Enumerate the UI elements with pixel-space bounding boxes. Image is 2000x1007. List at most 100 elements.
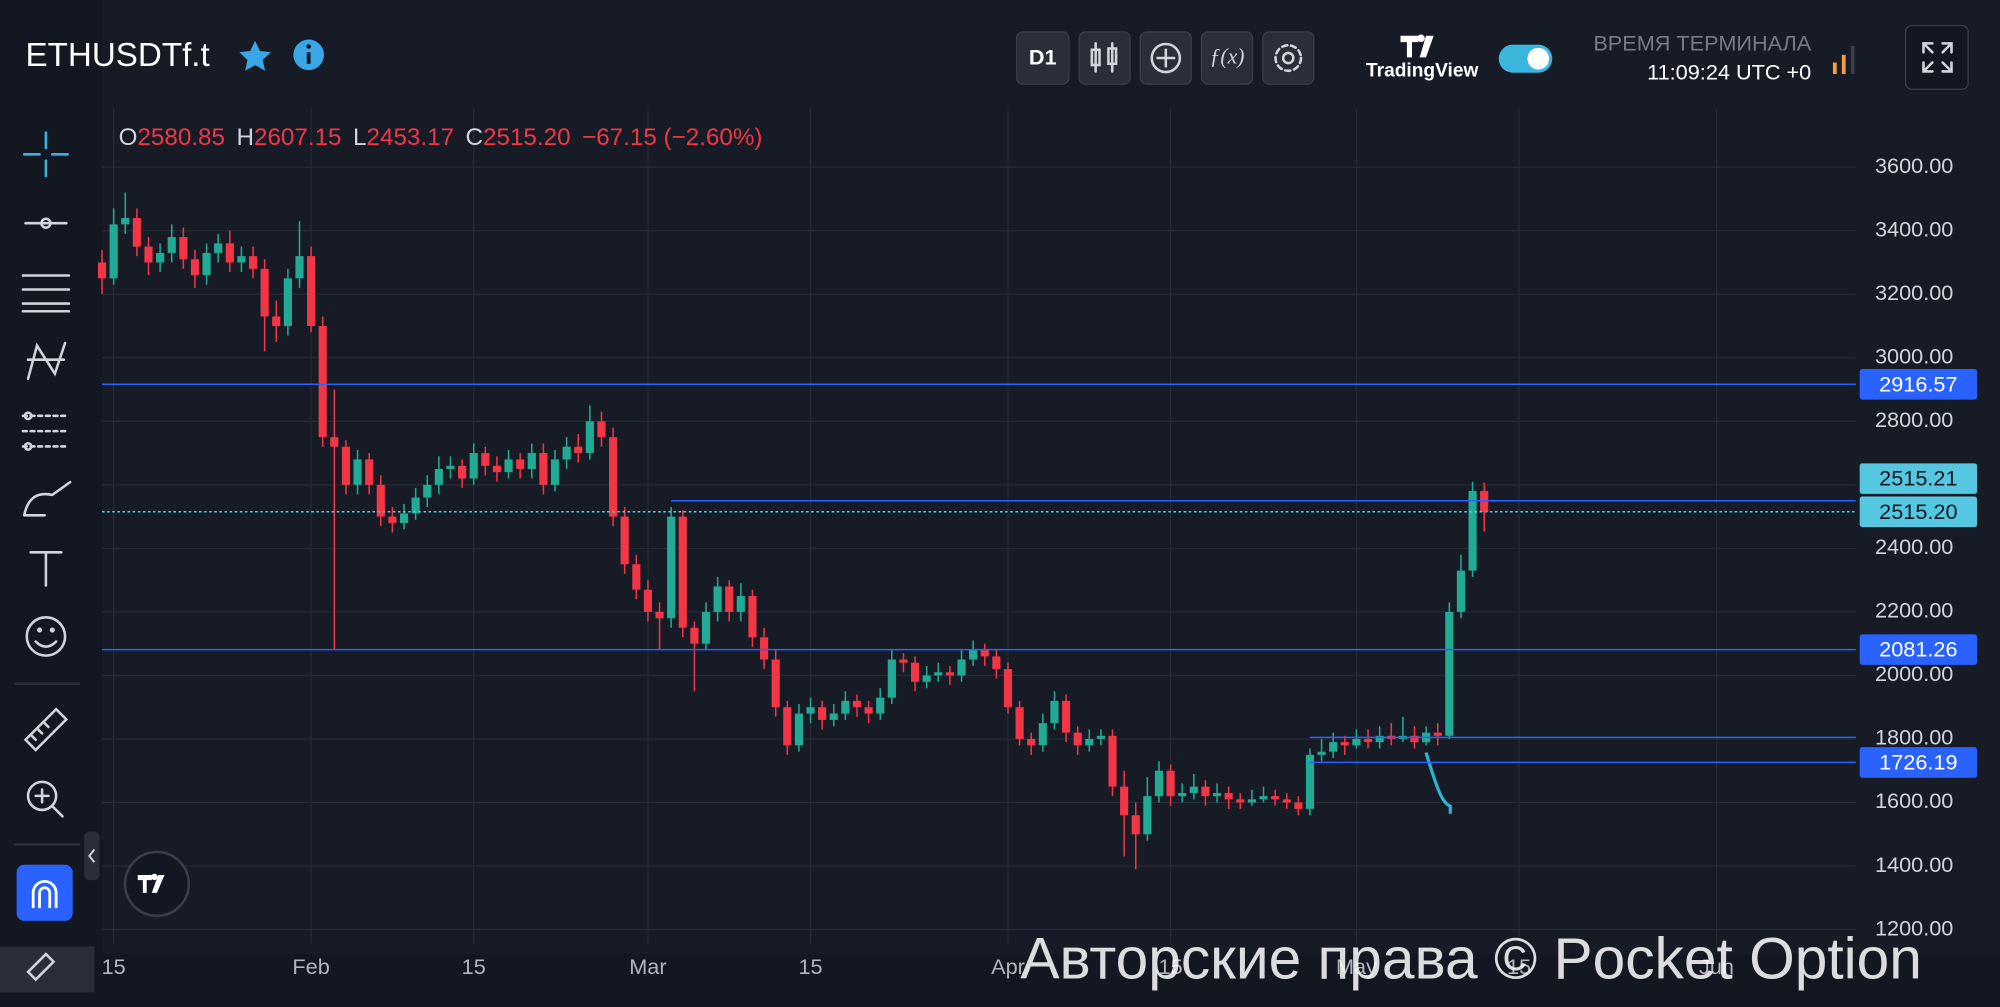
legend-label: C	[466, 124, 484, 151]
candle-body	[1189, 786, 1198, 793]
toggle-knob	[1527, 47, 1550, 70]
functions-button[interactable]	[1200, 31, 1254, 85]
candle-body	[667, 516, 676, 619]
info-glyph	[306, 52, 311, 64]
plot-area: 15 Feb 15 Mar 15 Apr 15 May 15 Jun 1200.00 1400.00 1…	[97, 0, 2000, 979]
crosshair-tool[interactable]	[22, 131, 69, 178]
candle-body	[992, 656, 1001, 670]
candle-body	[458, 465, 467, 479]
tv-logo	[137, 873, 165, 893]
candle-body	[365, 459, 374, 485]
y-tick-label: 2800.00	[1875, 407, 1953, 432]
candle-body	[910, 662, 920, 682]
level-label-box	[1859, 747, 1978, 778]
candle-body	[1108, 735, 1117, 787]
legend-label: O	[119, 124, 138, 151]
signal-bars	[1832, 45, 1855, 74]
erase-icon[interactable]	[26, 952, 56, 982]
candle-body	[922, 675, 931, 682]
candle-body	[852, 700, 862, 708]
fullscreen-icon	[1922, 42, 1953, 73]
settings-button[interactable]	[1262, 31, 1315, 85]
candle-body	[376, 484, 385, 517]
emoji-tool[interactable]	[25, 616, 67, 657]
candle-body	[969, 650, 978, 660]
clock: 11:09:24 UTC +0	[1647, 60, 1811, 85]
y-tick-label: 2400.00	[1875, 534, 1953, 559]
candle-body	[307, 256, 316, 327]
candle-body	[876, 697, 885, 714]
candle-body	[806, 707, 815, 714]
collapse-tab[interactable]	[84, 831, 100, 881]
legend-change: −67.15 (−2.60%)	[582, 124, 762, 151]
candle-body	[1015, 707, 1024, 739]
candle-body	[620, 516, 629, 565]
legend-value: 2580.85	[137, 124, 225, 151]
candle-body	[1050, 700, 1059, 724]
brand: TradingView	[1366, 60, 1478, 81]
x-tick-label: 15	[1507, 954, 1531, 979]
candle-body	[225, 243, 234, 263]
pattern-tool[interactable]	[26, 341, 67, 381]
candle-body	[1375, 735, 1384, 743]
candle-body	[1154, 770, 1164, 797]
candle-body	[504, 459, 513, 473]
timeframe-button[interactable]	[1015, 31, 1070, 85]
ohlc-legend: O2580.85 H2607.15 L2453.17 C2515.20 −67.15 (…	[119, 124, 763, 151]
candle-body	[597, 421, 606, 438]
legend-value: 2515.20	[483, 124, 571, 151]
candle-body	[1445, 611, 1454, 736]
x-tick-label: May	[1336, 954, 1377, 979]
candle-body	[1143, 796, 1152, 835]
candle-body	[1003, 669, 1013, 708]
candle-body	[864, 707, 873, 714]
candle-body	[980, 650, 989, 657]
candle-body	[446, 465, 455, 469]
candle-body	[411, 497, 420, 514]
candle-body	[771, 659, 780, 708]
candle-body	[1294, 802, 1303, 809]
candle-body	[295, 256, 304, 279]
zoom-tool[interactable]	[26, 780, 64, 818]
candle-body	[1456, 570, 1466, 612]
candle-body	[1131, 815, 1140, 835]
fib-tool[interactable]	[21, 274, 71, 313]
candle-body	[353, 459, 362, 485]
x-tick-label: 15	[102, 954, 126, 979]
ruler-tool[interactable]	[23, 707, 69, 752]
text-tool[interactable]	[29, 551, 63, 587]
fullscreen-button[interactable]	[1904, 24, 1969, 90]
candle-body	[1120, 786, 1129, 816]
candles-icon	[1090, 42, 1118, 73]
brush-tool[interactable]	[22, 480, 72, 517]
candle-body	[1410, 735, 1419, 743]
candle-body	[690, 627, 699, 644]
favorite-star[interactable]	[239, 40, 271, 71]
candle-body	[1073, 732, 1082, 746]
candle-body	[481, 453, 490, 466]
watermark: Авторские права © Pocket Option	[1020, 926, 1922, 991]
chart-type-button[interactable]	[1078, 31, 1131, 85]
candle-body	[399, 513, 409, 523]
forecast-tool[interactable]	[21, 411, 71, 451]
x-tick-label: 15	[1159, 954, 1183, 979]
candle-body	[1224, 792, 1233, 800]
candle-body	[260, 268, 269, 317]
projection-drawing	[1424, 752, 1452, 814]
candle-body	[272, 316, 281, 327]
fx-icon: ƒ(x)	[1210, 45, 1245, 69]
y-tick-label: 3200.00	[1875, 280, 1953, 305]
candle-body	[562, 446, 571, 460]
candle-body	[469, 453, 478, 479]
magnet-button[interactable]	[16, 864, 73, 921]
level-label: 2916.57	[1879, 371, 1957, 396]
candle-body	[1178, 792, 1187, 797]
candle-body	[887, 659, 896, 698]
line-tool[interactable]	[24, 217, 68, 229]
candle-body	[527, 453, 536, 469]
candle-body	[341, 446, 351, 485]
candle-body	[713, 586, 722, 612]
candle-body	[841, 700, 850, 714]
y-tick-label: 3000.00	[1875, 344, 1953, 369]
